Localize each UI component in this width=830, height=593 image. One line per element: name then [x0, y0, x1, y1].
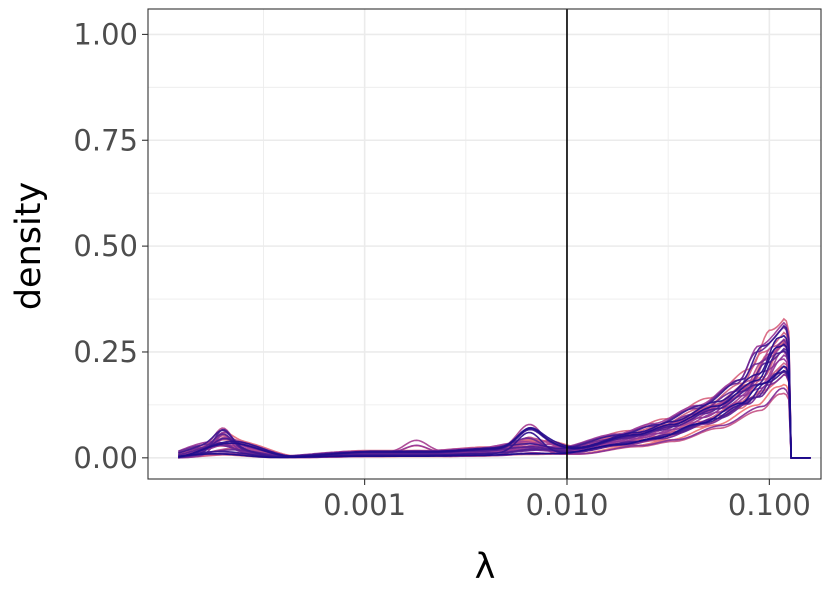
x-axis-ticks [364, 479, 770, 485]
x-tick-label: 0.001 [323, 488, 406, 522]
x-tick-label: 0.010 [525, 488, 608, 522]
density-series-line [178, 321, 811, 459]
density-series-line [178, 365, 811, 459]
density-series-line [178, 325, 811, 459]
density-series-line [178, 317, 811, 459]
density-series-line [178, 324, 811, 459]
panel-border [147, 8, 822, 480]
x-axis-title: λ [475, 547, 496, 587]
y-axis-ticks [142, 33, 148, 459]
density-series-line [178, 362, 811, 459]
density-series-line [178, 340, 811, 459]
x-tick-label: 0.100 [728, 488, 811, 522]
density-series-line [178, 340, 811, 459]
y-tick-label: 0.25 [73, 335, 138, 369]
y-tick-label: 0.50 [73, 229, 138, 263]
y-tick-label: 0.75 [73, 123, 138, 157]
minor-grid [148, 9, 821, 479]
density-lines [178, 317, 811, 459]
y-tick-labels: 0.00 0.25 0.50 0.75 1.00 [73, 17, 138, 474]
y-axis-title: density [9, 182, 49, 310]
density-series-line [178, 343, 811, 459]
y-tick-label: 0.00 [73, 441, 138, 475]
y-tick-label: 1.00 [73, 17, 138, 51]
